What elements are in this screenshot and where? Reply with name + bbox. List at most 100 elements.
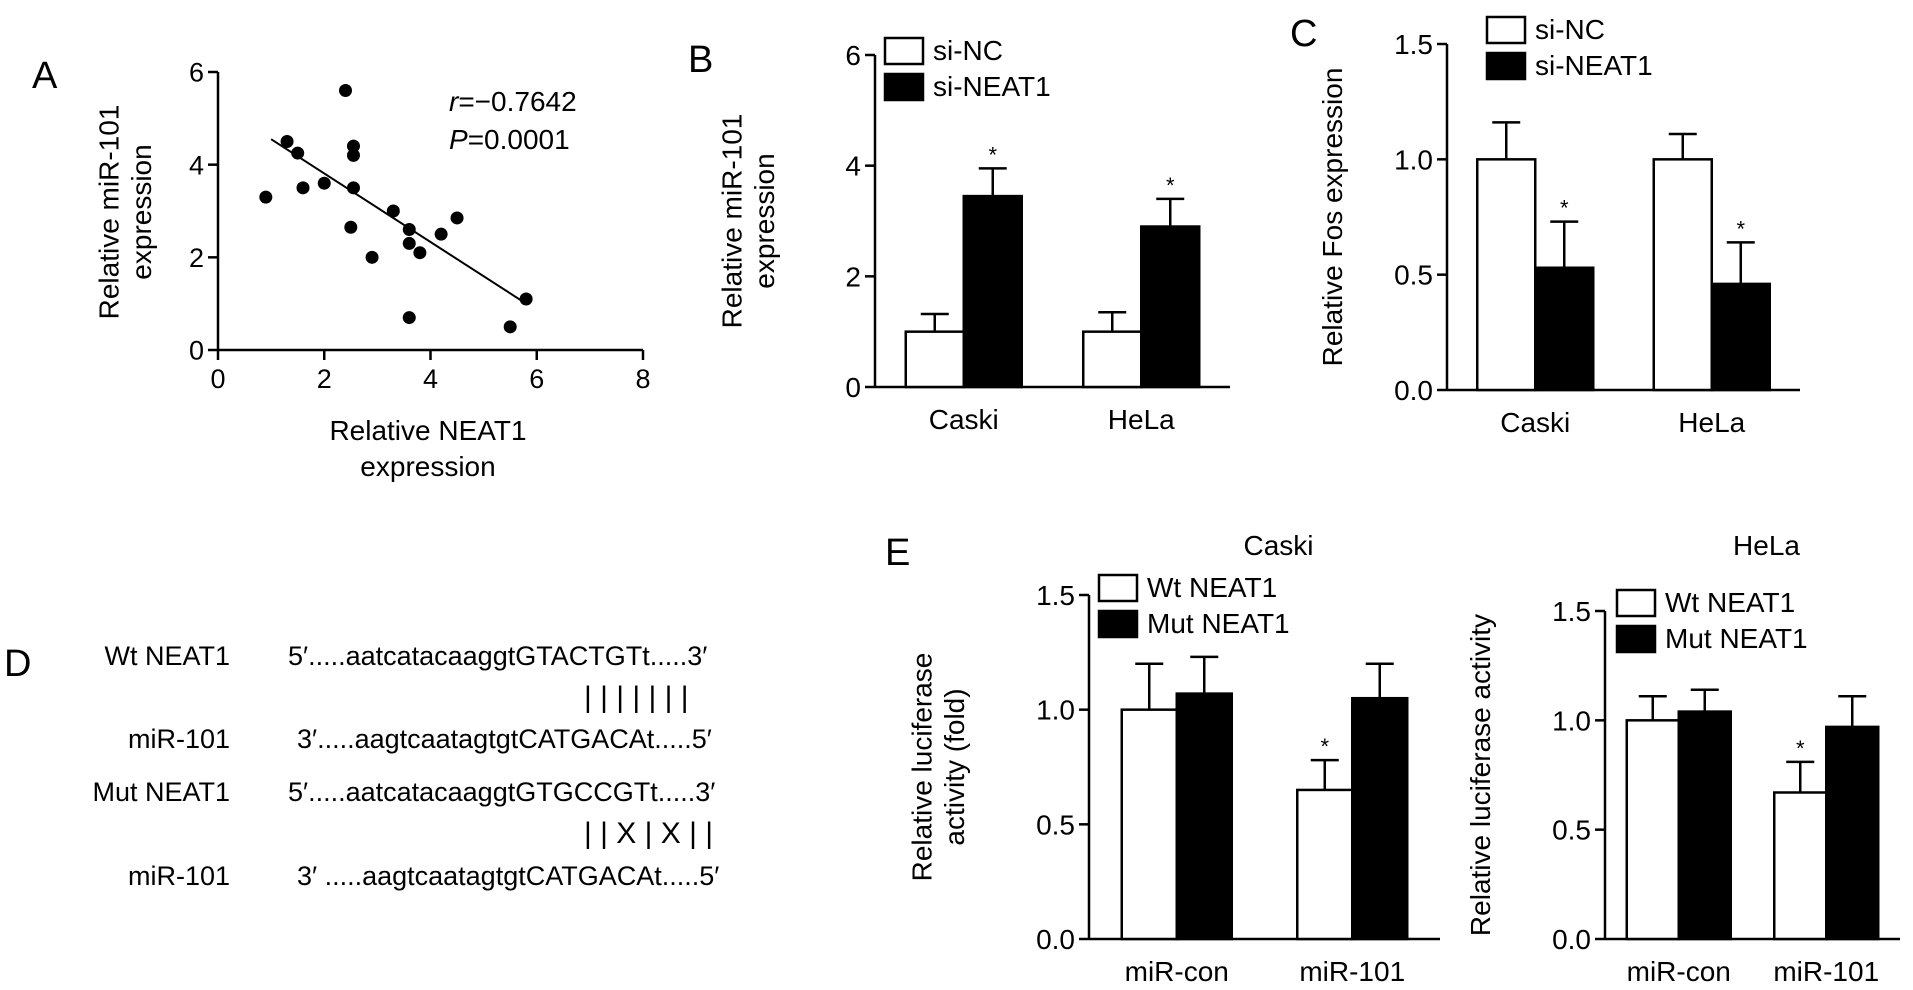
y-tick-label: 4 [845,151,861,182]
legend-label: Mut NEAT1 [1665,623,1808,654]
sequence-text: 3′ .....aagtcaatagtgtCATGACAt.....5′ [297,861,719,891]
y-tick-label: 6 [189,58,204,88]
sequence-text: 5′.....aatcatacaaggtGTACTGTt.....3′ [288,641,707,671]
x-tick-label: 4 [423,364,438,394]
x-tick-label: 0 [210,364,225,394]
legend-swatch [1097,573,1139,603]
legend-label: si-NC [933,35,1003,66]
annotation-p-symbol: P [449,124,468,155]
panel-label-d: D [4,643,31,685]
y-tick-label: 2 [845,261,861,292]
bar [1082,330,1143,389]
y-tick-label: 0.0 [1552,924,1591,955]
x-tick-label: 8 [635,364,650,394]
y-axis-label: activity (fold) [939,688,970,845]
category-label: HeLa [1108,404,1175,435]
data-point [291,146,305,160]
y-axis-label: Relative miR-101 [717,114,748,329]
data-point [450,211,464,225]
significance-marker: * [1796,736,1805,761]
data-point [434,227,448,241]
y-tick-label: 0.5 [1552,815,1591,846]
legend-label: Wt NEAT1 [1665,587,1795,618]
annotation-r-value: =−0.7642 [458,86,576,117]
y-axis-label: Relative miR-101 [94,105,125,320]
data-point [386,204,400,218]
data-point [503,320,517,334]
bar [1677,710,1732,941]
y-axis-label: Relative luciferase activity [1465,614,1496,936]
sequence-name: Wt NEAT1 [104,641,230,671]
data-point [413,246,427,260]
data-point [402,236,416,250]
data-point [259,190,273,204]
bar [1652,158,1713,392]
legend-swatch [1097,609,1139,639]
category-label: miR-con [1627,956,1731,987]
y-tick-label: 2 [189,243,204,273]
legend-swatch [883,72,925,102]
legend-label: si-NEAT1 [933,71,1051,102]
significance-marker: * [988,142,997,167]
category-label: Caski [929,404,999,435]
bar-chart-fos-expression: 0.0 0.5 1.0 1.5 Caski * HeLa * si-NC si-NEAT1 Rela… [1317,14,1800,438]
legend-swatch [1615,624,1657,654]
y-axis-label: expression [126,144,157,279]
category-label: miR-101 [1299,956,1405,987]
x-axis-label: expression [360,451,495,482]
data-point [280,135,294,148]
bar [1773,791,1828,941]
bar [1120,708,1178,941]
data-point [344,220,358,234]
bar-chart-luciferase-caski: 0.0 0.5 1.0 1.5 miR-con miR-101 * Wt NEAT1 Mut N… [907,530,1440,987]
data-point [365,250,379,264]
bar [1296,788,1354,941]
data-point [296,181,310,195]
legend-label: si-NEAT1 [1535,50,1653,81]
data-point [317,176,331,190]
legend-label: Wt NEAT1 [1147,572,1277,603]
data-point [402,311,416,325]
panel-label-e: E [885,532,910,574]
x-tick-label: 2 [317,364,332,394]
significance-marker: * [1560,196,1569,221]
y-tick-label: 4 [189,150,204,180]
y-axis-label: expression [749,153,780,288]
y-tick-label: 1.0 [1036,695,1075,726]
sequence-text: 3′.....aagtcaatagtgtCATGACAt.....5′ [297,724,712,754]
category-label: miR-con [1125,956,1229,987]
y-tick-label: 6 [845,40,861,71]
bar [1476,158,1537,392]
y-tick-label: 1.5 [1552,596,1591,627]
bar [1534,266,1595,392]
bar [1710,282,1771,392]
y-tick-label: 1.0 [1394,144,1433,175]
x-tick-label: 6 [529,364,544,394]
y-axis-label: Relative luciferase [907,653,938,882]
legend-swatch [1615,588,1657,618]
data-point [346,148,360,162]
sequence-name: Mut NEAT1 [92,777,230,807]
bar [1825,725,1880,941]
significance-marker: * [1736,216,1745,241]
legend-label: si-NC [1535,14,1605,45]
x-axis-label: Relative NEAT1 [329,415,526,446]
y-tick-label: 0 [845,372,861,403]
bar [1175,692,1233,941]
panel-label-c: C [1290,13,1317,55]
sequence-alignment: Wt NEAT1 5′.....aatcatacaaggtGTACTGTt...… [92,641,719,891]
legend-swatch [1485,15,1527,45]
data-point [346,139,360,153]
legend-swatch [883,36,925,66]
regression-line [270,138,527,305]
annotation-p: P=0.0001 [449,124,570,155]
bar [1625,719,1680,941]
annotation-r: r=−0.7642 [449,86,577,117]
sequence-text: 5′.....aatcatacaaggtGTGCCGTt.....3′ [288,777,715,807]
y-tick-label: 0.5 [1394,260,1433,291]
bar [904,330,965,389]
pairing-marks: | | | | | | | [584,681,689,714]
y-tick-label: 1.5 [1394,29,1433,60]
panel-label-a: A [32,55,58,97]
